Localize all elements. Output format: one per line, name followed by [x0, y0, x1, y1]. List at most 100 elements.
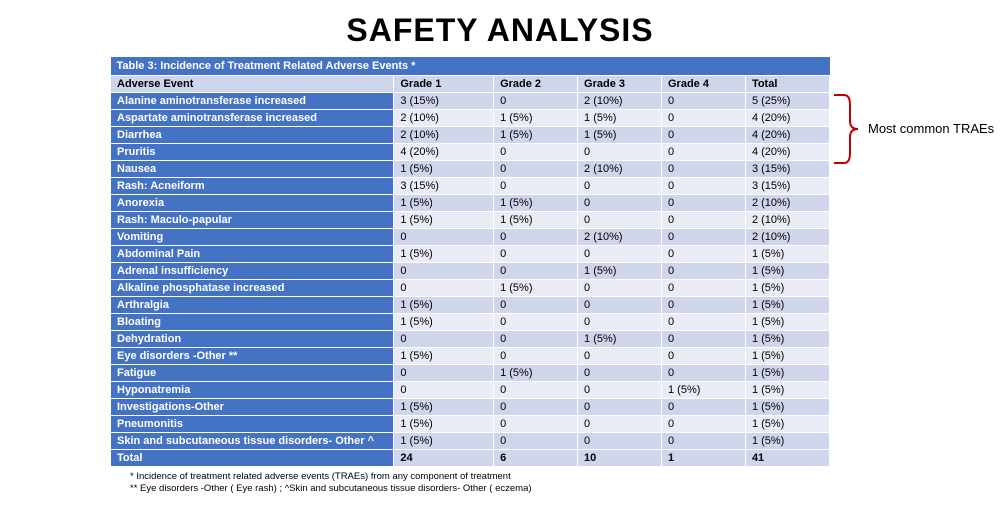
- row-label: Vomiting: [111, 229, 394, 246]
- cell-g2: 0: [494, 297, 578, 314]
- cell-g4: 0: [661, 212, 745, 229]
- row-label: Fatigue: [111, 365, 394, 382]
- cell-g1: 1 (5%): [394, 161, 494, 178]
- row-label: Bloating: [111, 314, 394, 331]
- cell-g1: 1 (5%): [394, 212, 494, 229]
- column-header: Total: [745, 76, 829, 93]
- cell-g2: 1 (5%): [494, 365, 578, 382]
- cell-g1: 1 (5%): [394, 246, 494, 263]
- table-row: Pruritis4 (20%)0004 (20%): [111, 144, 830, 161]
- cell-g3: 0: [578, 382, 662, 399]
- cell-g4: 0: [661, 246, 745, 263]
- row-label: Skin and subcutaneous tissue disorders- …: [111, 433, 394, 450]
- row-label: Pruritis: [111, 144, 394, 161]
- cell-g4: 0: [661, 263, 745, 280]
- row-label: Alkaline phosphatase increased: [111, 280, 394, 297]
- cell-g2: 1 (5%): [494, 110, 578, 127]
- row-label: Diarrhea: [111, 127, 394, 144]
- cell-g3: 0: [578, 433, 662, 450]
- cell-g1: 3 (15%): [394, 178, 494, 195]
- cell-g1: 0: [394, 331, 494, 348]
- cell-g3: 0: [578, 178, 662, 195]
- cell-g3: 0: [578, 280, 662, 297]
- cell-g3: 2 (10%): [578, 93, 662, 110]
- cell-g2: 0: [494, 416, 578, 433]
- row-label: Pneumonitis: [111, 416, 394, 433]
- cell-total: 1 (5%): [745, 246, 829, 263]
- cell-g4: 0: [661, 433, 745, 450]
- cell-g1: 0: [394, 280, 494, 297]
- cell-g4: 0: [661, 161, 745, 178]
- table-row: Alkaline phosphatase increased01 (5%)001…: [111, 280, 830, 297]
- cell-g4: 1 (5%): [661, 382, 745, 399]
- cell-g2: 0: [494, 161, 578, 178]
- cell-g2: 0: [494, 433, 578, 450]
- cell-total: 1 (5%): [745, 416, 829, 433]
- cell-g3: 1 (5%): [578, 110, 662, 127]
- row-label: Alanine aminotransferase increased: [111, 93, 394, 110]
- total-g2: 6: [494, 450, 578, 467]
- cell-total: 2 (10%): [745, 195, 829, 212]
- cell-g4: 0: [661, 314, 745, 331]
- cell-total: 5 (25%): [745, 93, 829, 110]
- table-row: Skin and subcutaneous tissue disorders- …: [111, 433, 830, 450]
- cell-g1: 1 (5%): [394, 297, 494, 314]
- cell-g1: 1 (5%): [394, 433, 494, 450]
- cell-g1: 1 (5%): [394, 399, 494, 416]
- cell-total: 3 (15%): [745, 178, 829, 195]
- table-header-row: Adverse EventGrade 1Grade 2Grade 3Grade …: [111, 76, 830, 93]
- cell-g4: 0: [661, 348, 745, 365]
- cell-g2: 0: [494, 229, 578, 246]
- table-row: Alanine aminotransferase increased3 (15%…: [111, 93, 830, 110]
- column-header: Adverse Event: [111, 76, 394, 93]
- cell-g3: 0: [578, 246, 662, 263]
- annotation-label: Most common TRAEs: [868, 121, 994, 136]
- cell-g4: 0: [661, 365, 745, 382]
- cell-g4: 0: [661, 280, 745, 297]
- cell-g3: 1 (5%): [578, 127, 662, 144]
- table-row: Pneumonitis1 (5%)0001 (5%): [111, 416, 830, 433]
- table-row: Rash: Acneiform3 (15%)0003 (15%): [111, 178, 830, 195]
- table-row: Eye disorders -Other **1 (5%)0001 (5%): [111, 348, 830, 365]
- row-label: Abdominal Pain: [111, 246, 394, 263]
- cell-g2: 1 (5%): [494, 195, 578, 212]
- row-label: Dehydration: [111, 331, 394, 348]
- cell-total: 1 (5%): [745, 382, 829, 399]
- cell-g3: 0: [578, 348, 662, 365]
- row-label: Adrenal insufficiency: [111, 263, 394, 280]
- cell-total: 1 (5%): [745, 399, 829, 416]
- cell-total: 1 (5%): [745, 297, 829, 314]
- column-header: Grade 3: [578, 76, 662, 93]
- cell-g2: 1 (5%): [494, 280, 578, 297]
- total-row: Total24610141: [111, 450, 830, 467]
- footnote-2: ** Eye disorders -Other ( Eye rash) ; ^S…: [130, 483, 1000, 495]
- cell-total: 1 (5%): [745, 280, 829, 297]
- cell-total: 1 (5%): [745, 314, 829, 331]
- table-row: Adrenal insufficiency001 (5%)01 (5%): [111, 263, 830, 280]
- cell-g2: 0: [494, 144, 578, 161]
- cell-g4: 0: [661, 229, 745, 246]
- cell-g2: 1 (5%): [494, 127, 578, 144]
- table-row: Aspartate aminotransferase increased2 (1…: [111, 110, 830, 127]
- bracket-annotation: [832, 93, 862, 169]
- cell-total: 4 (20%): [745, 127, 829, 144]
- cell-g2: 0: [494, 331, 578, 348]
- column-header: Grade 1: [394, 76, 494, 93]
- cell-g1: 1 (5%): [394, 348, 494, 365]
- cell-g2: 0: [494, 93, 578, 110]
- table-row: Hyponatremia0001 (5%)1 (5%): [111, 382, 830, 399]
- column-header: Grade 2: [494, 76, 578, 93]
- cell-g1: 1 (5%): [394, 195, 494, 212]
- cell-g3: 2 (10%): [578, 229, 662, 246]
- cell-g3: 1 (5%): [578, 263, 662, 280]
- table-row: Investigations-Other1 (5%)0001 (5%): [111, 399, 830, 416]
- cell-g2: 0: [494, 314, 578, 331]
- adverse-events-table: Table 3: Incidence of Treatment Related …: [110, 57, 830, 467]
- total-g3: 10: [578, 450, 662, 467]
- total-g4: 1: [661, 450, 745, 467]
- table-row: Arthralgia1 (5%)0001 (5%): [111, 297, 830, 314]
- cell-total: 4 (20%): [745, 144, 829, 161]
- row-label: Investigations-Other: [111, 399, 394, 416]
- table-title-row: Table 3: Incidence of Treatment Related …: [111, 57, 830, 76]
- cell-g1: 1 (5%): [394, 314, 494, 331]
